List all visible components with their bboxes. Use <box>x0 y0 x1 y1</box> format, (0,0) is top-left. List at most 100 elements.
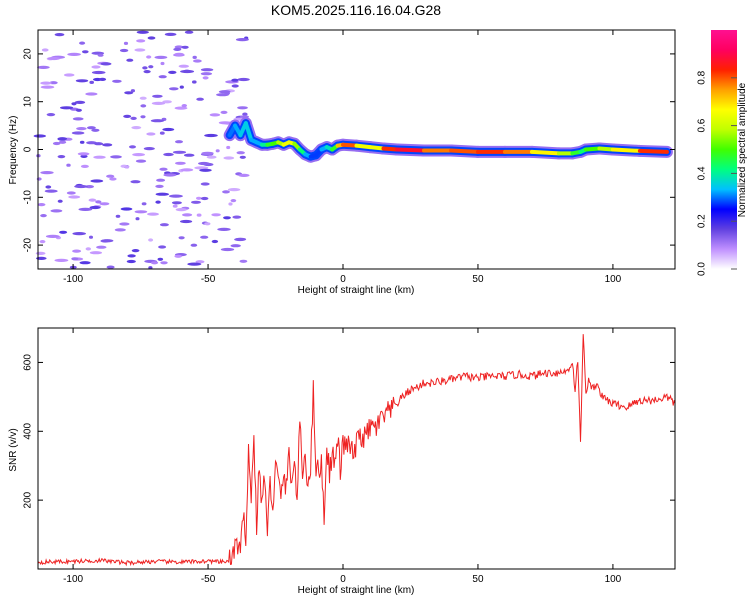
heatmap-xtick-label: -100 <box>63 274 83 285</box>
heatmap-noise-speck <box>175 161 186 165</box>
snr-xtick-label: 50 <box>472 574 484 585</box>
heatmap-noise-speck <box>155 192 169 196</box>
heatmap-noise-speck <box>211 213 221 217</box>
heatmap-noise-speck <box>234 237 246 242</box>
heatmap-noise-speck <box>194 166 209 170</box>
heatmap-noise-speck <box>71 102 77 106</box>
heatmap-noise-speck <box>168 194 183 198</box>
heatmap-noise-speck <box>79 261 91 265</box>
heatmap-noise-speck <box>159 223 169 227</box>
heatmap-noise-speck <box>99 202 110 206</box>
heatmap-noise-speck <box>74 184 88 189</box>
heatmap-noise-speck <box>181 45 189 49</box>
heatmap-noise-speck <box>226 145 231 150</box>
heatmap-noise-speck <box>195 260 205 264</box>
heatmap-noise-speck <box>139 96 147 100</box>
heatmap-noise-speck <box>162 127 175 132</box>
heatmap-noise-speck <box>174 45 184 49</box>
heatmap-noise-speck <box>130 116 137 120</box>
heatmap-noise-speck <box>44 189 58 193</box>
heatmap-ridge-core <box>610 147 642 153</box>
page-title: KOM5.2025.116.16.04.G28 <box>270 2 442 18</box>
heatmap-noise-speck <box>96 245 107 249</box>
heatmap-noise-speck <box>131 249 140 253</box>
heatmap-noise-speck <box>39 240 46 244</box>
heatmap-noise-speck <box>163 173 177 177</box>
heatmap-noise-speck <box>91 70 106 75</box>
heatmap-ridge-core <box>597 146 615 152</box>
heatmap-noise-speck <box>72 249 82 253</box>
heatmap-noise-speck <box>54 33 65 37</box>
heatmap-noise-speck <box>192 55 197 60</box>
heatmap-noise-speck <box>134 48 146 52</box>
heatmap-noise-speck <box>184 30 194 34</box>
heatmap-noise-speck <box>237 106 248 110</box>
heatmap-noise-speck <box>159 167 168 171</box>
heatmap-noise-speck <box>40 214 47 218</box>
snr-series-line <box>37 334 676 567</box>
heatmap-noise-speck <box>66 191 76 195</box>
heatmap-noise-speck <box>59 230 68 234</box>
heatmap-noise-speck <box>79 140 85 144</box>
colorbar-tick-label: 0.4 <box>697 166 708 180</box>
heatmap-noise-speck <box>109 177 117 181</box>
heatmap-noise-speck <box>217 227 231 231</box>
heatmap-noise-speck <box>129 145 136 149</box>
heatmap-noise-speck <box>198 161 210 166</box>
heatmap-noise-speck <box>101 239 114 243</box>
heatmap-noise-speck <box>190 243 198 247</box>
heatmap-noise-speck <box>82 50 89 54</box>
heatmap-noise-speck <box>169 87 179 91</box>
heatmap-noise-speck <box>132 153 146 157</box>
heatmap-noise-speck <box>130 180 141 184</box>
heatmap-noise-speck <box>163 152 174 157</box>
heatmap-noise-speck <box>237 77 250 82</box>
heatmap-noise-speck <box>89 235 93 239</box>
heatmap-noise-speck <box>232 215 242 219</box>
colorbar-tick-label: 0.6 <box>697 118 708 132</box>
heatmap-noise-speck <box>68 195 81 199</box>
heatmap-noise-speck <box>200 196 209 201</box>
heatmap-y-axis-label: Frequency (Hz) <box>8 116 19 185</box>
heatmap-noise-speck <box>75 108 82 112</box>
heatmap-noise-speck <box>180 168 194 172</box>
heatmap-ridge-core <box>394 147 426 153</box>
heatmap-ridge-core <box>583 146 602 152</box>
heatmap-noise-speck <box>239 259 248 263</box>
heatmap-noise-speck <box>77 152 90 156</box>
heatmap-noise-speck <box>187 262 202 266</box>
heatmap-noise-speck <box>235 38 249 42</box>
heatmap-noise-speck <box>148 65 154 69</box>
heatmap-noise-speck <box>154 55 168 60</box>
heatmap-noise-speck <box>106 265 115 269</box>
heatmap-frame <box>37 29 676 270</box>
heatmap-noise-speck <box>174 254 182 258</box>
heatmap-noise-speck <box>146 132 156 136</box>
snr-xtick-label: -50 <box>201 574 216 585</box>
heatmap-noise-speck <box>124 165 130 169</box>
heatmap-noise-speck <box>199 168 212 172</box>
heatmap-ridge-core <box>529 149 561 156</box>
heatmap-noise-speck <box>155 200 161 204</box>
heatmap-xtick-label: 0 <box>340 274 346 285</box>
heatmap-noise-speck <box>85 92 98 96</box>
heatmap-noise-speck <box>164 32 177 37</box>
heatmap-noise-speck <box>52 141 61 146</box>
heatmap-noise-speck <box>204 222 211 226</box>
heatmap-noise-speck <box>50 209 63 213</box>
heatmap-noise-speck <box>47 56 61 61</box>
heatmap-noise-speck <box>196 213 202 217</box>
heatmap-noise-speck <box>89 80 94 84</box>
heatmap-noise-speck <box>100 62 112 66</box>
snr-ytick-label: 400 <box>23 423 34 440</box>
heatmap-noise-speck <box>151 101 166 105</box>
heatmap-noise-speck <box>88 198 97 202</box>
heatmap-noise-speck <box>136 30 149 34</box>
heatmap-noise-speck <box>67 52 81 57</box>
heatmap-noise-speck <box>90 179 104 183</box>
heatmap-noise-speck <box>216 93 229 97</box>
heatmap-noise-speck <box>54 258 69 262</box>
heatmap-noise-speck <box>178 64 189 68</box>
